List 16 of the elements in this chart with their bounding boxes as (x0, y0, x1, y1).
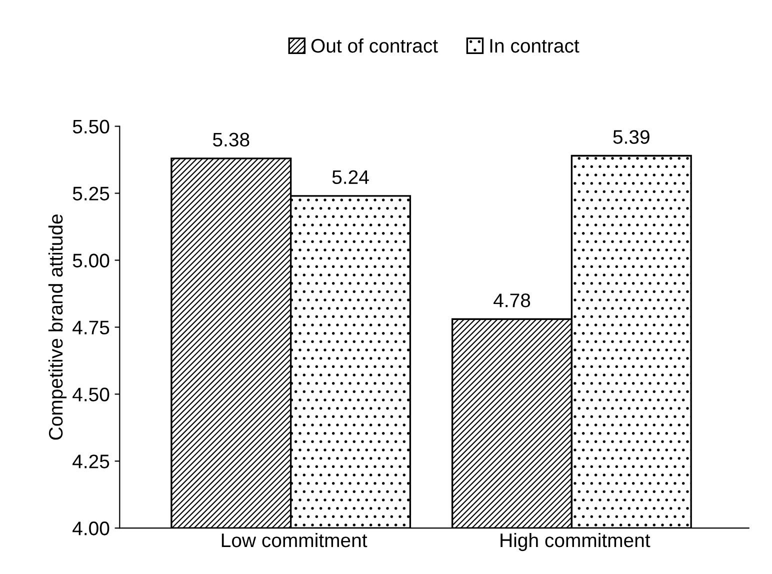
y-tick-label: 4.25 (72, 454, 110, 468)
y-tick-label: 5.50 (72, 120, 110, 134)
data-label: 5.38 (212, 132, 250, 147)
data-label: 5.39 (613, 130, 650, 144)
x-tick-label: Low commitment (222, 532, 368, 548)
legend-label: In contract (490, 39, 580, 53)
legend-label: Out of contract (311, 38, 438, 53)
x-tick-label: High commitment (500, 532, 650, 552)
data-label: 5.24 (332, 170, 369, 184)
data-label: 4.78 (494, 293, 530, 308)
y-tick-label: 4.50 (72, 388, 110, 402)
y-axis-title: Competitive brand attitude (48, 214, 67, 440)
y-tick-label: 5.00 (72, 254, 110, 268)
y-tick-label: 4.75 (72, 320, 110, 334)
y-tick-label: 5.25 (72, 186, 110, 200)
y-tick-label: 4.00 (72, 522, 110, 536)
